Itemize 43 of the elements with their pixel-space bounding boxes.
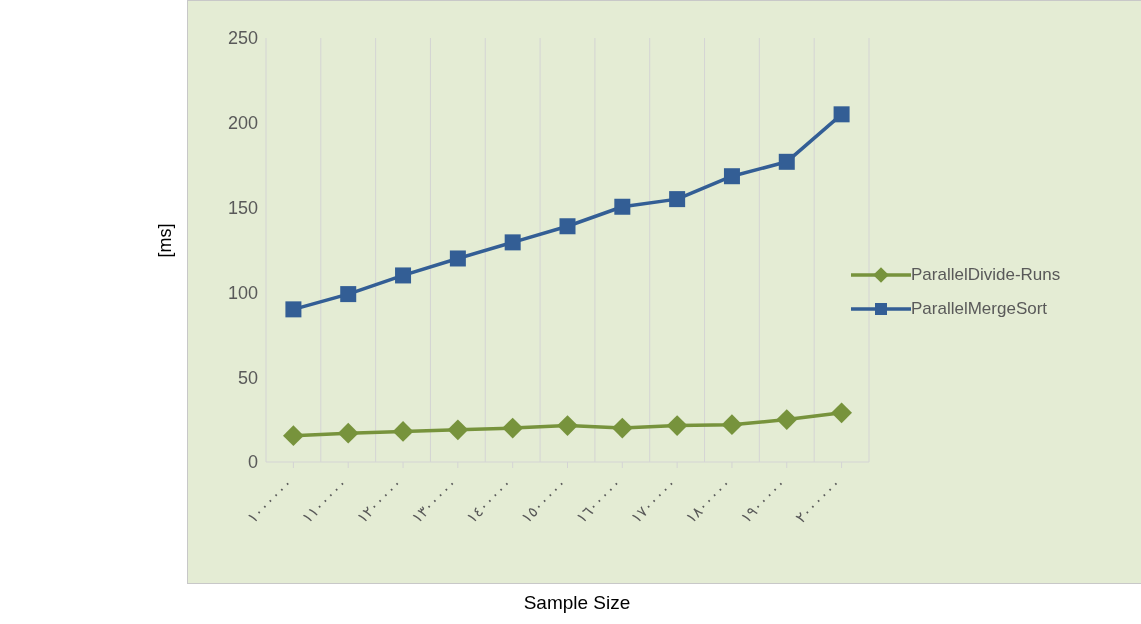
x-tick-label: ١٧٠٠٠٠٠	[627, 474, 680, 527]
point	[721, 414, 743, 436]
x-tick-label: ١١٠٠٠٠٠	[298, 474, 352, 527]
point	[285, 301, 302, 318]
point	[723, 168, 740, 185]
y-tick-label: 50	[237, 367, 258, 388]
x-axis-title: Sample Size	[522, 592, 632, 614]
point	[611, 417, 633, 439]
y-tick-label: 200	[227, 113, 258, 134]
y-tick-label: 0	[247, 452, 258, 473]
point	[337, 422, 359, 444]
point	[502, 417, 524, 439]
point	[392, 421, 414, 442]
x-tick-label: ١٨٠٠٠٠٠	[682, 474, 735, 527]
point	[504, 234, 521, 251]
point	[395, 267, 412, 284]
x-tick-label: ١٥٠٠٠٠٠	[517, 474, 571, 527]
point	[614, 198, 631, 215]
point	[557, 415, 578, 436]
point	[340, 286, 357, 303]
y-tick-label: 150	[227, 197, 258, 218]
x-tick-label: ١٢٠٠٠٠٠	[353, 474, 406, 527]
point	[559, 218, 576, 235]
y-axis-title: [ms]	[154, 223, 176, 257]
point	[833, 106, 850, 123]
x-tick-label: ١٣٠٠٠٠٠	[408, 474, 461, 527]
legend-label: ParallelMergeSort	[911, 299, 1048, 319]
y-tick-label: 100	[227, 282, 258, 303]
point	[449, 250, 466, 267]
x-tick-label: ١٠٠٠٠٠٠	[243, 474, 297, 527]
y-tick-label: 250	[227, 28, 258, 49]
legend-label: ParallelDivide-Runs	[911, 265, 1061, 285]
point	[776, 409, 798, 430]
x-tick-label: ١٩٠٠٠٠٠	[736, 474, 790, 527]
x-tick-label: ١٤٠٠٠٠٠	[462, 474, 516, 527]
point	[831, 402, 852, 424]
point	[666, 415, 688, 436]
point	[447, 419, 469, 441]
x-tick-label: ٢٠٠٠٠٠٠	[791, 474, 845, 527]
point	[778, 153, 795, 170]
point	[669, 191, 686, 208]
point	[283, 425, 304, 447]
x-tick-label: ١٦٠٠٠٠٠	[572, 474, 626, 527]
